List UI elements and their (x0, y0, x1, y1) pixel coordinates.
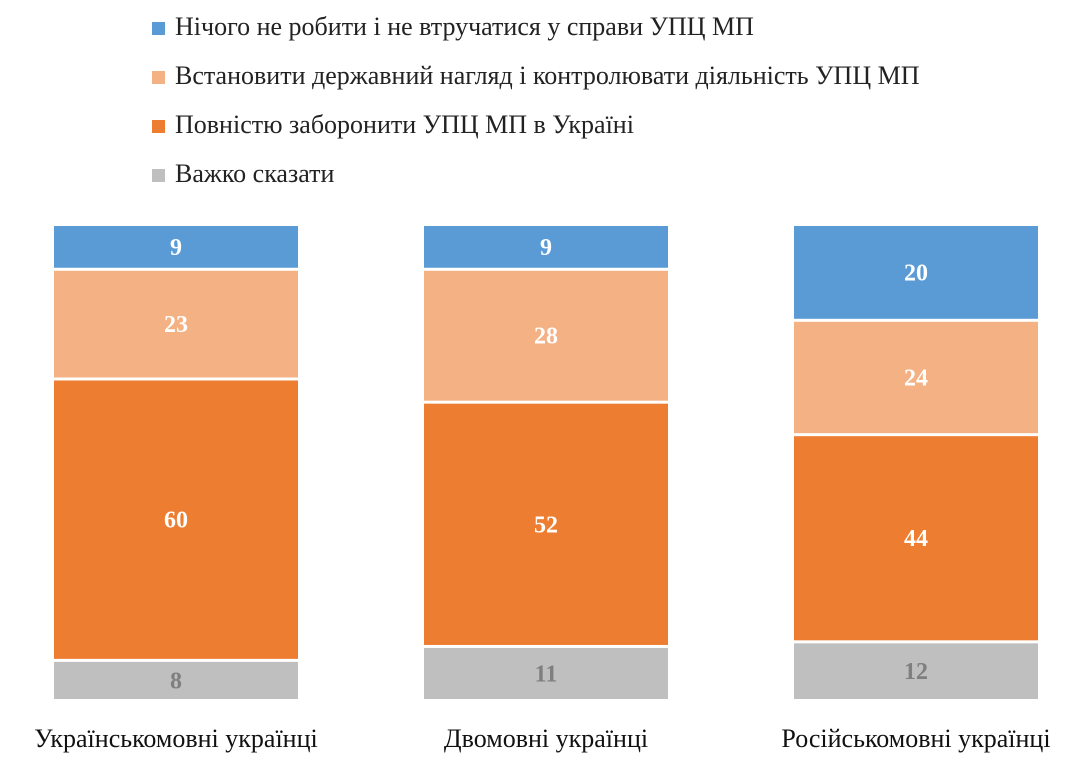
category-label: Українськомовні українці (34, 724, 317, 753)
bar-segment (794, 643, 1038, 699)
bar-segment (424, 226, 668, 268)
data-label: 20 (904, 260, 928, 286)
data-label: 9 (170, 235, 182, 261)
legend-swatch (152, 120, 165, 133)
legend-label: Встановити державний нагляд і контролюва… (175, 61, 920, 90)
bar-segment (424, 403, 668, 645)
data-label: 52 (534, 512, 558, 538)
bar-segment (794, 226, 1038, 319)
category-label: Двомовні українці (444, 724, 648, 753)
bar-segment (794, 321, 1038, 434)
bar-segment (424, 647, 668, 699)
data-label: 44 (904, 526, 928, 552)
bar-segment (54, 661, 298, 699)
legend-swatch (152, 71, 165, 84)
legend-label: Повністю заборонити УПЦ МП в Україні (175, 110, 634, 139)
legend-label: Нічого не робити і не втручатися у справ… (175, 12, 754, 41)
bar-segment (54, 226, 298, 268)
data-label: 9 (540, 235, 552, 261)
legend-swatch (152, 169, 165, 182)
data-label: 8 (170, 668, 182, 694)
data-label: 11 (535, 661, 558, 687)
data-label: 24 (904, 365, 928, 391)
data-label: 28 (534, 324, 558, 350)
legend-swatch (152, 22, 165, 35)
bar-segment (424, 270, 668, 401)
legend-label: Важко сказати (175, 159, 334, 188)
bar-segment (54, 380, 298, 659)
category-labels: Українськомовні українці Двомовні українц… (34, 724, 1050, 753)
bar-segment (794, 436, 1038, 641)
data-label: 23 (164, 312, 188, 338)
bar-segment (54, 270, 298, 378)
data-label: 60 (164, 508, 188, 534)
category-label: Російськомовні українці (781, 724, 1050, 753)
data-label: 12 (904, 659, 928, 685)
bars: 9 23 60 8 9 28 52 11 20 24 44 12 (54, 226, 1038, 699)
legend: Нічого не робити і не втручатися у справ… (152, 12, 920, 188)
